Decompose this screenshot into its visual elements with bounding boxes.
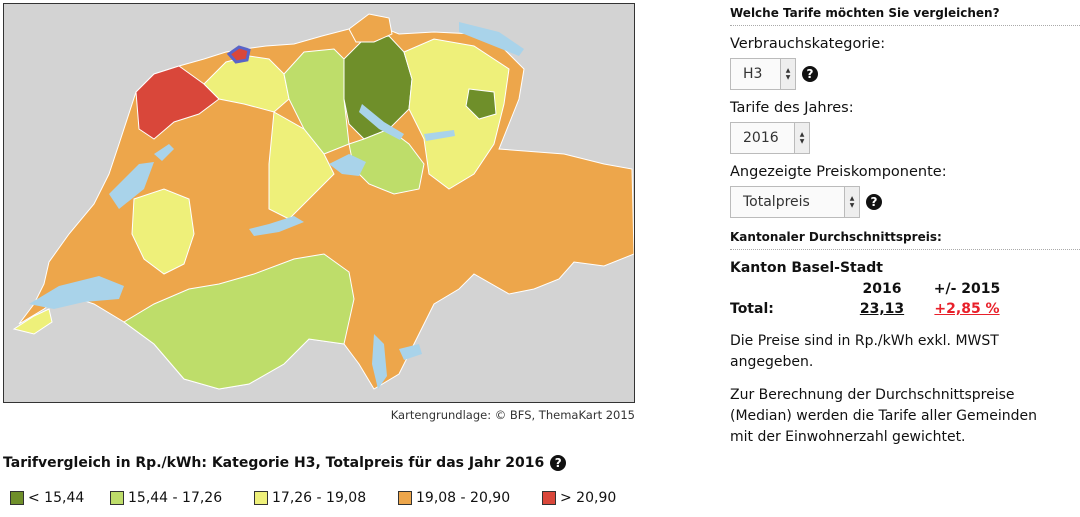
note-median: Zur Berechnung der Durchschnittspreise (… [730,387,1038,445]
region-appenzell[interactable] [465,88,497,120]
lake-zurich [359,104,404,140]
help-icon[interactable]: ? [550,455,567,471]
canton-name: Kanton Basel-Stadt [730,260,883,276]
lake-maggiore [372,334,387,389]
tariff-map[interactable] [3,3,635,403]
select-arrows-icon: ▲ ▼ [780,59,795,89]
legend-item: 19,08 - 20,90 [398,490,542,506]
legend-swatch [542,491,556,505]
legend-swatch [110,491,124,505]
legend-item: < 15,44 [10,490,110,506]
lake-geneva [29,276,124,309]
region-thurgau-stgallen[interactable] [403,38,510,190]
legend-item: 17,26 - 19,08 [254,490,398,506]
col-year: 2016 [862,281,902,297]
legend: < 15,44 15,44 - 17,26 17,26 - 19,08 19,0… [10,490,622,506]
map-title-text: Tarifvergleich in Rp./kWh: Kategorie H3,… [3,455,545,471]
lake-lugano [399,344,422,360]
category-select[interactable]: H3 ▲ ▼ [730,58,796,90]
select-arrows-icon: ▲ ▼ [794,123,809,153]
legend-item: 15,44 - 17,26 [110,490,254,506]
map-title: Tarifvergleich in Rp./kWh: Kategorie H3,… [3,455,567,471]
lake-biel [154,144,174,161]
legend-label: 17,26 - 19,08 [272,490,367,506]
lake-neuchatel [109,162,154,209]
region-basel-stadt-selected[interactable] [226,45,251,64]
avg-heading: Kantonaler Durchschnittspreis: [730,224,1080,250]
lake-lucerne [329,154,366,176]
help-icon[interactable]: ? [802,66,818,82]
row-label: Total: [730,301,774,317]
component-label: Angezeigte Preiskomponente: [730,164,947,180]
lakes [29,22,524,389]
year-select-value: 2016 [743,130,779,146]
select-arrows-icon: ▲ ▼ [844,187,859,217]
col-diff: +/- 2015 [933,281,1001,297]
legend-swatch [254,491,268,505]
lake-thun-brienz [249,216,304,236]
legend-label: < 15,44 [28,490,85,506]
legend-swatch [10,491,24,505]
category-label: Verbrauchskategorie: [730,36,886,52]
region-valais[interactable] [123,253,355,390]
legend-swatch [398,491,412,505]
help-icon[interactable]: ? [866,194,882,210]
legend-label: 19,08 - 20,90 [416,490,511,506]
year-select[interactable]: 2016 ▲ ▼ [730,122,810,154]
note-units: Die Preise sind in Rp./kWh exkl. MWST an… [730,333,999,370]
lake-walen [424,130,455,141]
region-fribourg[interactable] [131,188,195,275]
region-geneva[interactable] [12,308,53,335]
compare-heading: Welche Tarife möchten Sie vergleichen? [730,0,1080,26]
region-jura[interactable] [135,65,220,140]
price-table: 2016 +/- 2015 Total: 23,13 +2,85 % [730,279,1012,319]
legend-label: > 20,90 [560,490,617,506]
lake-constance [459,22,524,56]
region-luzern[interactable] [268,111,335,220]
category-select-value: H3 [743,66,763,82]
component-select-value: Totalpreis [743,194,810,210]
component-select[interactable]: Totalpreis ▲ ▼ [730,186,860,218]
total-value[interactable]: 23,13 [859,301,905,317]
year-label: Tarife des Jahres: [730,100,854,116]
region-aargau[interactable] [283,48,350,155]
switzerland-map-svg[interactable] [4,4,634,402]
region-schwyz[interactable] [348,128,425,195]
legend-label: 15,44 - 17,26 [128,490,223,506]
legend-item: > 20,90 [542,490,622,506]
region-schaffhausen[interactable] [348,13,393,43]
diff-value[interactable]: +2,85 % [934,301,1000,317]
map-credit: Kartengrundlage: © BFS, ThemaKart 2015 [390,408,635,422]
settings-panel: Welche Tarife möchten Sie vergleichen? V… [730,0,1080,448]
